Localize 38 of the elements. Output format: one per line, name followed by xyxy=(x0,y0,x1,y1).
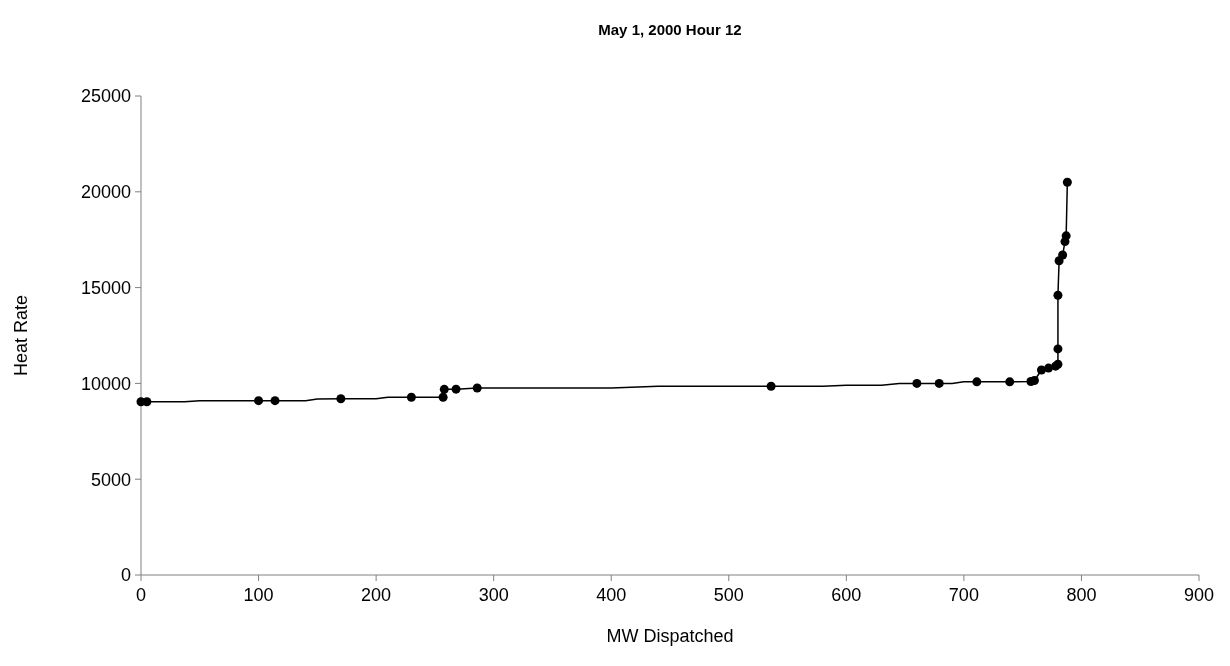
point xyxy=(142,397,152,407)
y-tick-label: 5000 xyxy=(90,469,131,490)
point xyxy=(336,394,346,404)
point xyxy=(972,377,982,387)
point xyxy=(472,383,482,393)
x-tick-label: 500 xyxy=(713,585,744,605)
x-axis-title: MW Dispatched xyxy=(606,626,734,646)
y-tick-label: 10000 xyxy=(80,373,131,394)
y-tick-label: 25000 xyxy=(80,86,131,107)
x-tick-label: 0 xyxy=(135,585,147,605)
point xyxy=(1061,231,1071,241)
chart-title: May 1, 2000 Hour 12 xyxy=(598,21,742,38)
x-tick-label: 400 xyxy=(596,585,627,605)
y-tick-label: 15000 xyxy=(80,277,131,298)
y-axis-title: Heat Rate xyxy=(11,294,31,377)
x-tick-label: 100 xyxy=(243,585,274,605)
y-tick-label: 20000 xyxy=(80,182,131,203)
x-tick-label: 700 xyxy=(948,585,979,605)
point xyxy=(1005,377,1015,387)
point xyxy=(254,396,264,406)
x-tick-label: 800 xyxy=(1066,585,1097,605)
point xyxy=(934,378,944,388)
point xyxy=(270,396,280,406)
point xyxy=(451,384,461,394)
point xyxy=(1058,250,1068,260)
x-tick-label: 900 xyxy=(1183,585,1215,605)
point xyxy=(438,392,448,402)
point xyxy=(1053,290,1063,300)
y-tick-label: 0 xyxy=(120,565,131,586)
point xyxy=(1053,344,1063,354)
point xyxy=(1062,177,1072,187)
x-tick-label: 600 xyxy=(831,585,862,605)
point xyxy=(766,381,776,391)
point xyxy=(406,392,416,402)
point xyxy=(912,378,922,388)
x-tick-label: 200 xyxy=(361,585,392,605)
x-tick-label: 300 xyxy=(478,585,509,605)
point xyxy=(439,384,449,394)
